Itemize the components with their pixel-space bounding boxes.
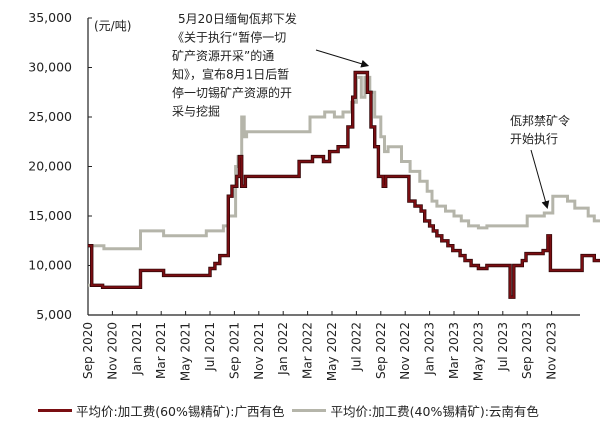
x-tick-label: Sep 2022 xyxy=(374,322,388,379)
x-tick-label: Mar 2021 xyxy=(154,322,168,379)
annotation-ban-executed-line: 佤邦禁矿令 xyxy=(510,113,570,128)
x-tick-label: Jan 2021 xyxy=(130,322,144,376)
annotation-wa-state-notice-line: 停一切锡矿产资源的开 xyxy=(172,85,292,100)
x-axis: Sep 2020 Nov 2020 Jan 2021 Mar 2021 May 2021… xyxy=(81,311,580,381)
annotation-wa-state-notice-line: 5月20日缅甸佤邦下发 xyxy=(178,11,297,26)
annotation-arrow-1 xyxy=(315,49,370,68)
legend-label-guangxi: 平均价:加工费(60%锡精矿):广西有色 xyxy=(76,403,285,419)
legend-label-yunnan: 平均价:加工费(40%锡精矿):云南有色 xyxy=(330,403,539,419)
legend-swatch-guangxi xyxy=(38,408,72,412)
x-tick-label: Jan 2023 xyxy=(423,322,437,376)
x-tick-label: Nov 2020 xyxy=(105,322,119,380)
x-tick-label: Nov 2022 xyxy=(398,322,412,380)
annotation-arrow-2 xyxy=(530,149,550,209)
x-tick-label: Jul 2022 xyxy=(349,322,363,372)
y-tick-label: 15,000 xyxy=(28,208,72,223)
y-tick-label: 10,000 xyxy=(28,258,72,273)
x-tick-label: Nov 2023 xyxy=(545,322,559,380)
series-yunnan-line xyxy=(88,75,600,287)
y-tick-label: 20,000 xyxy=(28,159,72,174)
annotation-wa-state-notice-line: 知》，宣布8月1日后暂 xyxy=(172,67,289,82)
x-tick-label: Nov 2021 xyxy=(252,322,266,380)
series-layer xyxy=(88,70,600,299)
x-tick-label: Jul 2021 xyxy=(203,322,217,372)
series-guangxi-line xyxy=(88,71,600,299)
annotation-wa-state-notice-line: 《关于执行“暂停一切 xyxy=(172,30,286,45)
legend-item-guangxi: 平均价:加工费(60%锡精矿):广西有色 xyxy=(38,401,284,420)
legend: 平均价:加工费(60%锡精矿):广西有色 平均价:加工费(40%锡精矿):云南有… xyxy=(38,400,598,420)
annotation-ban-executed-line: 开始执行 xyxy=(510,132,558,146)
legend-item-yunnan: 平均价:加工费(40%锡精矿):云南有色 xyxy=(292,401,539,420)
x-tick-label: Sep 2023 xyxy=(520,322,534,379)
x-tick-label: May 2023 xyxy=(471,322,485,381)
y-tick-label: 35,000 xyxy=(28,10,72,25)
annotation-layer: 5月20日缅甸佤邦下发《关于执行“暂停一切矿产资源开采”的通知》，宣布8月1日后… xyxy=(172,11,570,209)
x-tick-label: Sep 2021 xyxy=(227,322,241,379)
x-tick-label: Jan 2022 xyxy=(276,322,290,376)
x-tick-label: May 2022 xyxy=(325,322,339,381)
x-tick-label: Mar 2022 xyxy=(301,322,315,379)
y-tick-label: 5,000 xyxy=(36,307,72,322)
annotation-wa-state-notice-line: 采与挖掘 xyxy=(172,104,220,119)
x-tick-label: Sep 2020 xyxy=(81,322,95,379)
y-axis: 5,000 10,000 15,000 20,000 25,000 30,000 35,00… xyxy=(28,10,92,322)
x-tick-label: Jul 2023 xyxy=(496,322,510,372)
unit-label: (元/吨) xyxy=(94,19,131,33)
y-tick-label: 30,000 xyxy=(28,60,72,75)
annotation-wa-state-notice-line: 矿产资源开采”的通 xyxy=(172,48,274,63)
x-tick-label: Mar 2023 xyxy=(447,322,461,379)
legend-swatch-yunnan xyxy=(292,408,327,412)
x-tick-label: May 2021 xyxy=(179,322,193,381)
y-tick-label: 25,000 xyxy=(28,109,72,124)
